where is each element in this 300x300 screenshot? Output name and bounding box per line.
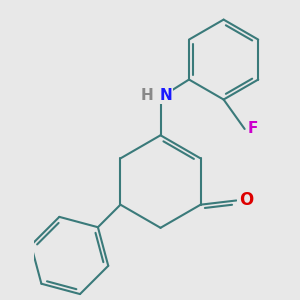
Text: F: F (248, 122, 258, 136)
Text: H: H (140, 88, 153, 103)
Text: N: N (159, 88, 172, 103)
Text: O: O (239, 191, 253, 209)
